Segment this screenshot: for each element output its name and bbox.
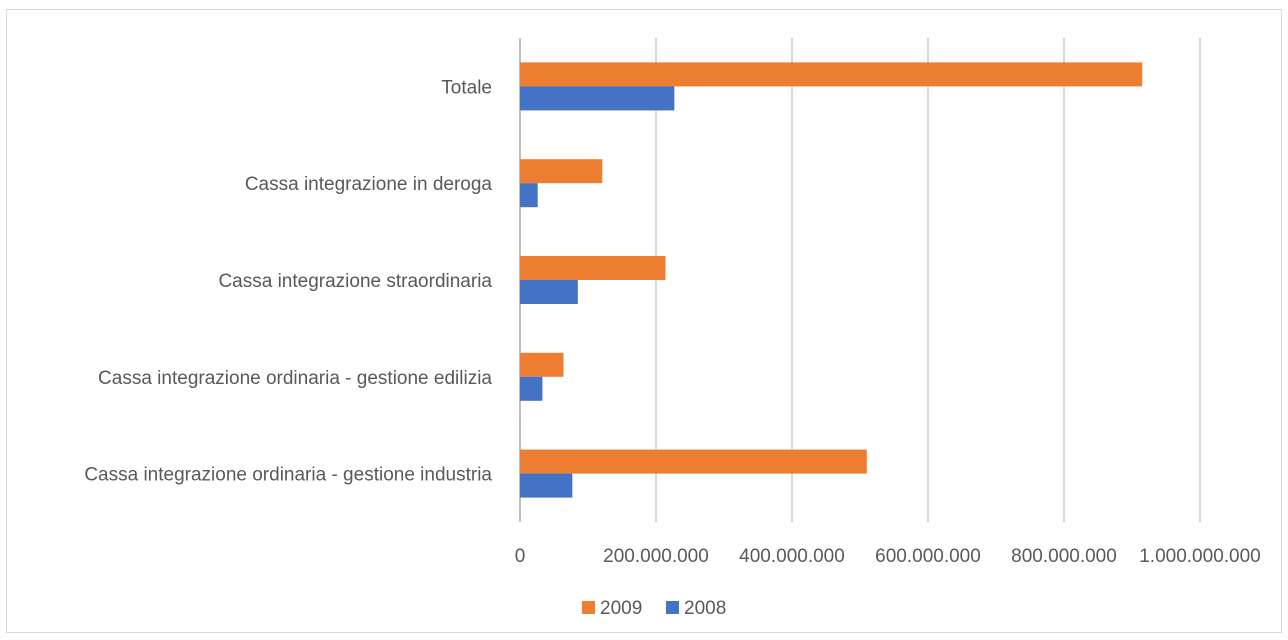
bar-2009 [520,256,666,280]
chart-area [6,9,1282,633]
category-label: Cassa integrazione in deroga [245,174,493,195]
x-tick-label: 600.000.000 [875,546,981,567]
x-tick-label: 400.000.000 [739,546,845,567]
x-tick-labels: 0 200.000.000 400.000.000 600.000.000 800.00… [515,546,1261,567]
legend-label-2009: 2009 [600,598,642,619]
bar-2008 [520,183,538,208]
category-label: Totale [441,77,492,98]
legend-label-2008: 2008 [684,598,726,619]
bar-2008 [520,473,573,498]
x-tick-label: 1.000.000.000 [1139,546,1261,567]
bars [520,62,1143,498]
bar-2008 [520,280,578,304]
legend-swatch-2008 [666,601,679,614]
category-label: Cassa integrazione ordinaria - gestione … [84,465,492,486]
bar-2009 [520,62,1143,87]
bar-2008 [520,376,543,401]
category-labels: Totale Cassa integrazione in deroga Cassa … [84,77,492,485]
gridlines [519,38,1201,522]
legend: 2009 2008 [582,598,726,619]
x-tick-label: 0 [515,546,526,567]
legend-swatch-2009 [582,601,595,614]
bar-2009 [520,159,603,184]
x-tick-label: 800.000.000 [1011,546,1117,567]
category-label: Cassa integrazione straordinaria [218,271,492,292]
category-label: Cassa integrazione ordinaria - gestione … [98,368,492,389]
bar-2009 [520,352,564,377]
x-tick-label: 200.000.000 [603,546,709,567]
bar-2009 [520,449,867,474]
bar-2008 [520,86,675,111]
